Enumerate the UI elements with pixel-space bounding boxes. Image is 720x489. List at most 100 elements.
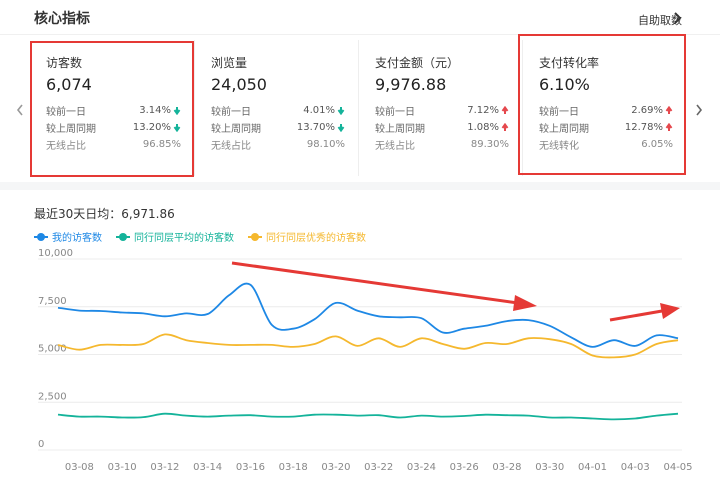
series-line-peer-average xyxy=(57,412,679,421)
metric-row-label: 较前一日 xyxy=(46,107,86,118)
highlight-box-conversion xyxy=(518,34,686,175)
metric-row-value-wrap: 13.20% xyxy=(133,122,181,133)
metric-row: 无线占比 98.10% xyxy=(211,136,345,153)
metric-value: 6,074 xyxy=(46,75,92,94)
metric-row: 较前一日 4.01% xyxy=(211,102,345,119)
metric-name: 浏览量 xyxy=(211,56,248,70)
series-line-peer-excellent xyxy=(57,333,679,359)
metric-value: 9,976.88 xyxy=(375,75,447,94)
metric-row-value-wrap: 3.14% xyxy=(139,105,181,116)
x-tick-label: 03-26 xyxy=(450,462,479,473)
metric-row-value: 4.01% xyxy=(303,105,335,116)
metric-card[interactable]: 支付金额（元） 9,976.88 较前一日 7.12% 较上周同期 1.08% 无线占比 89… xyxy=(358,40,521,176)
metric-row-value: 12.78% xyxy=(624,122,663,133)
metric-row: 无线转化 6.05% xyxy=(539,136,673,153)
highlight-box-visitors xyxy=(30,41,194,177)
chevron-right-icon[interactable] xyxy=(670,10,686,26)
legend-item[interactable]: 我的访客数 xyxy=(34,229,102,244)
annotation-arrow-up-head xyxy=(660,303,680,319)
chart-legend: 我的访客数 同行同层平均的访客数 同行同层优秀的访客数 xyxy=(34,229,380,244)
legend-marker-icon xyxy=(116,232,130,241)
metric-row-value-wrap: 96.85% xyxy=(143,139,181,150)
x-tick-label: 03-10 xyxy=(108,462,137,473)
arrow-up-icon xyxy=(665,123,673,131)
y-tick-label: 7,500 xyxy=(38,296,67,307)
metric-row-label: 较前一日 xyxy=(375,107,415,118)
arrow-up-icon xyxy=(501,123,509,131)
x-tick-label: 03-28 xyxy=(492,462,521,473)
metric-row-value: 2.69% xyxy=(631,105,663,116)
self-service-data-link[interactable]: 自助取数 xyxy=(638,14,682,27)
metric-row-value-wrap: 98.10% xyxy=(307,139,345,150)
metric-row: 较上周同期 1.08% xyxy=(375,119,509,136)
metric-row: 较上周同期 13.70% xyxy=(211,119,345,136)
metric-row-value: 13.20% xyxy=(132,122,171,133)
metric-row-label: 较上周同期 xyxy=(46,124,96,135)
metric-row: 较前一日 2.69% xyxy=(539,102,673,119)
metric-row: 无线占比 89.30% xyxy=(375,136,509,153)
annotation-arrow-up-line xyxy=(609,309,663,322)
metric-row-value-wrap: 2.69% xyxy=(631,105,673,116)
metric-row-label: 较前一日 xyxy=(211,107,251,118)
legend-label: 我的访客数 xyxy=(52,233,102,244)
metric-row-value-wrap: 89.30% xyxy=(471,139,509,150)
series-line-my-visitors xyxy=(57,282,679,348)
metric-row-label: 无线转化 xyxy=(539,141,579,152)
x-tick-label: 03-16 xyxy=(236,462,265,473)
y-tick-label: 5,000 xyxy=(38,344,67,355)
x-tick-label: 03-12 xyxy=(150,462,179,473)
metric-row-value: 7.12% xyxy=(467,105,499,116)
thirty-day-average: 最近30天日均：6,971.86 xyxy=(34,207,175,221)
metric-row-value: 98.10% xyxy=(306,139,345,150)
metric-name: 支付转化率 xyxy=(539,56,600,70)
metric-card[interactable]: 浏览量 24,050 较前一日 4.01% 较上周同期 13.70% 无线占比 98.10% xyxy=(194,40,357,176)
metric-row-value-wrap: 7.12% xyxy=(467,105,509,116)
x-tick-label: 03-18 xyxy=(279,462,308,473)
metric-row-value-wrap: 12.78% xyxy=(625,122,673,133)
metric-row-value: 3.14% xyxy=(139,105,171,116)
metric-name: 访客数 xyxy=(46,56,83,70)
metric-row-label: 较上周同期 xyxy=(375,124,425,135)
section-header: 核心指标 自助取数 xyxy=(0,0,720,35)
metric-row-value: 96.85% xyxy=(142,139,181,150)
x-tick-label: 03-20 xyxy=(321,462,350,473)
section-title: 核心指标 xyxy=(34,11,90,27)
metric-row-value-wrap: 4.01% xyxy=(303,105,345,116)
carousel-prev-icon[interactable] xyxy=(15,103,25,117)
metric-card[interactable]: 支付转化率 6.10% 较前一日 2.69% 较上周同期 12.78% 无线转化 6.05% xyxy=(522,40,685,176)
arrow-up-icon xyxy=(501,106,509,114)
metric-row-value-wrap: 13.70% xyxy=(297,122,345,133)
x-tick-label: 03-08 xyxy=(65,462,94,473)
y-tick-label: 0 xyxy=(38,439,44,450)
legend-label: 同行同层平均的访客数 xyxy=(134,233,234,244)
x-tick-label: 04-01 xyxy=(578,462,607,473)
x-tick-label: 03-14 xyxy=(193,462,222,473)
metric-row-value: 13.70% xyxy=(296,122,335,133)
arrow-down-icon xyxy=(337,124,345,132)
carousel-next-icon[interactable] xyxy=(694,103,704,117)
legend-marker-icon xyxy=(34,232,48,241)
x-tick-label: 03-22 xyxy=(364,462,393,473)
arrow-up-icon xyxy=(665,106,673,114)
metric-row: 较前一日 3.14% xyxy=(46,102,181,119)
legend-marker-icon xyxy=(248,232,262,241)
metric-card[interactable]: 访客数 6,074 较前一日 3.14% 较上周同期 13.20% 无线占比 96.85% xyxy=(30,40,193,176)
metric-row: 较上周同期 13.20% xyxy=(46,119,181,136)
visitors-line-chart: 0 2,500 5,000 7,500 10,000 03-08 03-10 03-12 03-… xyxy=(38,248,693,473)
metric-row: 较上周同期 12.78% xyxy=(539,119,673,136)
metric-row-label: 较上周同期 xyxy=(211,124,261,135)
metric-value: 6.10% xyxy=(539,75,590,94)
y-tick-label: 10,000 xyxy=(38,248,73,259)
x-tick-label: 03-30 xyxy=(535,462,564,473)
metric-row-value: 6.05% xyxy=(641,139,673,150)
legend-item[interactable]: 同行同层平均的访客数 xyxy=(116,229,234,244)
arrow-down-icon xyxy=(173,124,181,132)
metric-row-label: 无线占比 xyxy=(375,141,415,152)
metric-row-value-wrap: 1.08% xyxy=(467,122,509,133)
metric-row: 较前一日 7.12% xyxy=(375,102,509,119)
legend-item[interactable]: 同行同层优秀的访客数 xyxy=(248,229,366,244)
metric-row: 无线占比 96.85% xyxy=(46,136,181,153)
metric-row-label: 无线占比 xyxy=(46,141,86,152)
metric-row-value: 1.08% xyxy=(467,122,499,133)
annotation-arrow-down-head xyxy=(513,295,537,311)
